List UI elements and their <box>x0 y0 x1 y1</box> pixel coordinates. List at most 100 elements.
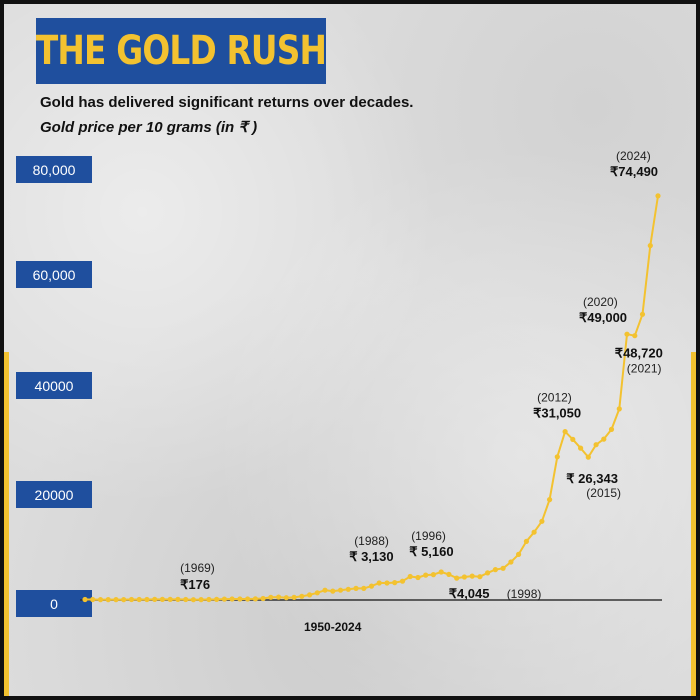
annotation-year: (1988) <box>354 534 389 548</box>
data-point <box>461 574 467 580</box>
annotation-year: (2020) <box>583 295 618 309</box>
data-point <box>655 193 661 199</box>
data-point <box>361 585 367 592</box>
data-point <box>492 567 498 573</box>
data-point <box>469 573 475 579</box>
annotation-value: ₹49,000 <box>579 310 627 325</box>
data-point <box>578 445 584 451</box>
y-tick-label: 20000 <box>16 481 92 508</box>
data-point <box>82 596 88 603</box>
data-point <box>229 596 235 602</box>
right-accent-bar <box>691 352 696 696</box>
data-point <box>299 593 305 599</box>
data-point <box>237 596 243 602</box>
left-accent-bar <box>4 352 9 696</box>
annotation-year: (1969) <box>180 561 215 575</box>
annotation-value: ₹31,050 <box>533 406 581 421</box>
data-point <box>152 596 158 603</box>
data-point <box>639 311 646 317</box>
annotation-value: ₹176 <box>180 577 210 592</box>
data-point <box>260 595 266 602</box>
data-point <box>632 333 638 339</box>
data-point <box>175 596 181 603</box>
annotation-year: (2012) <box>537 391 572 405</box>
data-point <box>128 596 135 603</box>
data-point <box>345 586 351 592</box>
data-point <box>399 578 406 584</box>
data-point <box>368 583 375 589</box>
y-tick-label: 40000 <box>16 372 92 399</box>
y-tick-label: 60,000 <box>16 261 92 288</box>
data-point <box>268 594 274 600</box>
data-point <box>283 595 289 601</box>
data-point <box>516 551 522 558</box>
data-point <box>159 596 165 603</box>
annotation-year: (1998) <box>507 587 542 601</box>
data-point <box>322 587 328 593</box>
x-axis-label: 1950-2024 <box>304 620 362 634</box>
data-point <box>570 436 576 442</box>
data-point <box>392 580 398 586</box>
title-banner: THE GOLD RUSH <box>35 18 327 84</box>
data-point <box>585 454 591 460</box>
annotation-value: ₹48,720 <box>615 346 663 361</box>
annotation-value: ₹ 3,130 <box>349 549 393 564</box>
data-point <box>105 597 111 603</box>
data-point <box>554 454 560 460</box>
data-point <box>485 570 491 576</box>
data-point <box>647 243 653 249</box>
data-point <box>407 573 413 580</box>
y-tick-label: 0 <box>16 590 92 617</box>
data-point <box>167 596 173 603</box>
data-point <box>430 572 436 578</box>
data-point <box>539 518 545 524</box>
data-point <box>500 565 506 571</box>
data-point <box>121 597 127 603</box>
infographic-card: THE GOLD RUSH Gold has delivered signifi… <box>4 4 696 696</box>
data-point <box>624 331 630 337</box>
data-point <box>438 569 444 575</box>
data-point <box>291 594 297 601</box>
annotation-value: ₹4,045 <box>449 586 490 601</box>
data-point <box>531 529 537 535</box>
data-point <box>144 596 150 603</box>
data-point <box>214 596 220 603</box>
data-point <box>252 596 258 602</box>
data-point <box>508 559 514 565</box>
data-point <box>307 592 313 598</box>
data-point <box>90 596 96 603</box>
data-point <box>330 588 336 594</box>
data-point <box>206 596 212 603</box>
data-point <box>616 406 622 412</box>
data-point <box>353 585 359 592</box>
data-point <box>198 597 204 603</box>
data-point <box>446 571 452 578</box>
data-point <box>183 596 189 603</box>
data-point <box>415 574 421 581</box>
data-point <box>601 436 607 442</box>
data-point <box>276 594 282 600</box>
data-point <box>547 497 553 503</box>
data-point <box>454 575 460 581</box>
annotation-value: ₹74,490 <box>610 164 658 179</box>
data-point <box>221 596 227 602</box>
data-point <box>562 429 568 435</box>
data-point <box>376 580 382 586</box>
data-point <box>423 572 429 578</box>
data-point <box>337 587 344 593</box>
annotation-value: ₹ 5,160 <box>409 544 453 559</box>
data-point <box>136 596 142 603</box>
annotation-year: (2015) <box>586 486 621 500</box>
unit-label: Gold price per 10 grams (in ₹ ) <box>40 119 258 136</box>
data-point <box>314 590 320 596</box>
data-point <box>384 580 390 586</box>
annotation-year: (1996) <box>411 529 446 543</box>
data-point <box>523 538 530 545</box>
data-point <box>477 574 483 580</box>
annotation-year: (2024) <box>616 149 651 163</box>
chart-subtitle: Gold has delivered significant returns o… <box>40 94 414 111</box>
chart-title: THE GOLD RUSH <box>35 28 327 74</box>
data-point <box>190 597 196 603</box>
data-point <box>113 597 119 603</box>
